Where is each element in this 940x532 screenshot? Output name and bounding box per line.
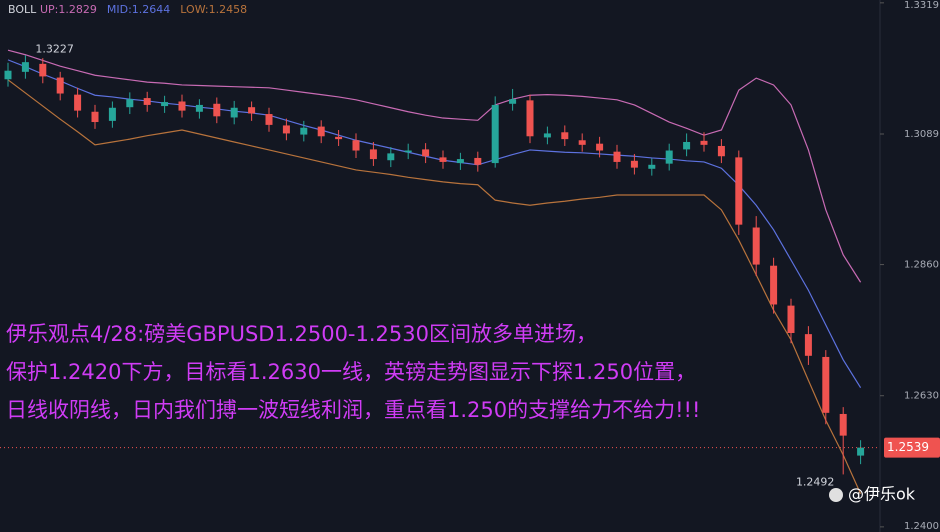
candle-body	[752, 227, 760, 265]
candle-body	[369, 149, 377, 160]
candle-body	[56, 77, 64, 94]
legend-entry: UP:1.2829	[40, 3, 97, 16]
candle-body	[352, 140, 360, 151]
candle-body	[509, 99, 517, 104]
y-tick-label: 1.2860	[904, 260, 939, 271]
candle-body	[213, 103, 221, 117]
y-tick-label: 1.2400	[904, 521, 939, 532]
price-label: 1.2539	[887, 440, 929, 454]
candle-body	[804, 334, 812, 356]
candle-body	[717, 145, 725, 157]
candle-body	[91, 111, 99, 123]
legend-entry: LOW:1.2458	[180, 3, 247, 16]
candle-body	[822, 356, 830, 413]
candle-body	[561, 132, 569, 140]
candle-body	[422, 149, 430, 157]
watermark-icon	[829, 488, 843, 502]
candle-body	[857, 447, 865, 456]
bollinger-band	[7, 49, 862, 283]
candle-body	[282, 125, 290, 134]
candle-body	[735, 157, 743, 225]
candle-body	[39, 63, 47, 77]
candle-body	[335, 136, 343, 140]
annotation-group: 伊乐观点4/28:磅美GBPUSD1.2500-1.2530区间放多单进场， 保护…	[6, 322, 700, 422]
y-tick-label: 1.3089	[904, 129, 939, 140]
candle-body	[491, 104, 499, 164]
candle-body	[108, 107, 116, 121]
candle-body	[265, 114, 273, 125]
candle-body	[665, 150, 673, 164]
candle-body	[630, 160, 638, 168]
candle-body	[195, 104, 203, 112]
candle-body	[74, 94, 82, 111]
candle-body	[230, 107, 238, 118]
legend-entry: MID:1.2644	[107, 3, 170, 16]
candle-body	[596, 143, 604, 151]
low-label: 1.2492	[796, 475, 835, 488]
price-badge	[884, 437, 940, 458]
candle-body	[317, 126, 325, 137]
annotation: 伊乐观点4/28:磅美GBPUSD1.2500-1.2530区间放多单进场，	[6, 322, 597, 346]
indicator-name: BOLL	[8, 3, 37, 16]
candle-body	[126, 99, 134, 108]
candle-body	[578, 140, 586, 145]
candle-body	[839, 413, 847, 436]
candle-body	[300, 127, 308, 135]
candle-body	[4, 70, 12, 80]
candle-body	[248, 107, 256, 114]
candle-body	[143, 98, 151, 105]
y-tick-label: 1.3319	[904, 0, 939, 11]
candle-body	[439, 157, 447, 162]
candle-body	[700, 140, 708, 145]
annotation: 保护1.2420下方，目标看1.2630一线，英镑走势图显示下探1.250位置，	[6, 360, 696, 384]
candle-body	[770, 265, 778, 305]
candle-body	[178, 101, 186, 111]
plot-area: 1.3319 1.3089 1.2860 1.2630 1.2400	[4, 0, 939, 532]
candle-body	[526, 100, 534, 137]
candle-body	[161, 102, 169, 107]
candle-body	[387, 153, 395, 161]
candle-body	[683, 141, 691, 150]
watermark: @伊乐ok	[848, 485, 916, 504]
candle-body	[474, 157, 482, 165]
candle-body	[543, 133, 551, 138]
candle-body	[787, 305, 795, 333]
high-label: 1.3227	[35, 42, 74, 55]
bollinger-band	[7, 79, 862, 495]
candle-body	[21, 62, 29, 72]
candle-body	[404, 150, 412, 153]
annotation: 日线收阴线，日内我们搏一波短线利润，重点看1.250的支撑给力不给力!!!	[6, 398, 700, 422]
candle-body	[613, 151, 621, 162]
candle-body	[648, 164, 656, 169]
y-tick-label: 1.2630	[904, 391, 939, 402]
candle-body	[456, 159, 464, 164]
